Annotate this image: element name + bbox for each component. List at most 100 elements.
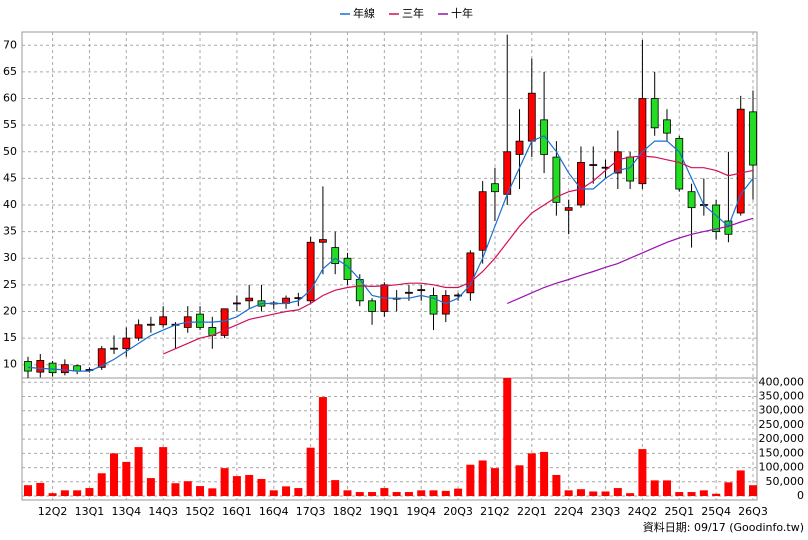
x-tick-label: 23Q3 xyxy=(591,505,621,518)
candle-body xyxy=(527,92,536,142)
candle-body xyxy=(97,348,106,368)
y2-tick-label: 50,000 xyxy=(766,475,805,488)
volume-bar xyxy=(478,460,487,497)
y-tick-label: 20 xyxy=(3,304,17,317)
volume-bar xyxy=(48,493,57,497)
y-tick-label: 35 xyxy=(3,225,17,238)
volume-bar xyxy=(601,491,610,497)
y-tick-label: 55 xyxy=(3,118,17,131)
volume-bar xyxy=(564,490,573,497)
volume-bar xyxy=(540,451,549,497)
candle-body xyxy=(564,207,573,211)
volume-bar xyxy=(355,492,364,497)
candle-body xyxy=(245,297,254,302)
candle-body xyxy=(146,323,155,326)
volume-bar xyxy=(699,490,708,497)
x-tick-label: 17Q3 xyxy=(296,505,326,518)
volume-bar xyxy=(503,378,512,497)
volume-bar xyxy=(110,453,119,497)
volume-bar xyxy=(466,464,475,497)
volume-bar xyxy=(171,483,180,497)
x-tick-label: 14Q3 xyxy=(148,505,178,518)
candle-body xyxy=(638,98,647,185)
volume-bar xyxy=(576,489,585,497)
candle-body xyxy=(491,183,499,193)
x-tick-label: 12Q2 xyxy=(38,505,68,518)
x-tick-label: 24Q2 xyxy=(628,505,658,518)
y-tick-label: 40 xyxy=(3,198,17,211)
x-tick-label: 22Q4 xyxy=(554,505,584,518)
volume-bar xyxy=(245,474,254,497)
y-tick-label: 30 xyxy=(3,251,17,264)
volume-bar xyxy=(749,485,757,497)
candle-body xyxy=(319,239,327,243)
candle-body xyxy=(405,291,413,294)
volume-bar xyxy=(122,461,131,497)
y-tick-label: 15 xyxy=(3,331,17,344)
x-tick-label: 20Q3 xyxy=(443,505,473,518)
candle-body xyxy=(306,241,315,302)
y2-tick-label: 200,000 xyxy=(759,432,805,445)
candle-body xyxy=(724,220,733,235)
candle-body xyxy=(441,295,450,315)
volume-bar xyxy=(331,480,340,497)
x-tick-label: 16Q4 xyxy=(259,505,289,518)
candle-body xyxy=(36,360,45,373)
volume-bar xyxy=(662,480,671,497)
candle-body xyxy=(466,252,475,294)
volume-bar xyxy=(527,453,536,497)
volume-bar xyxy=(208,488,217,497)
candle-body xyxy=(663,119,671,134)
volume-bar xyxy=(159,447,168,497)
candle-body xyxy=(134,324,143,339)
legend-label: 十年 xyxy=(451,6,473,20)
candle-body xyxy=(577,162,585,206)
volume-bar xyxy=(343,490,352,497)
volume-bar xyxy=(724,482,733,497)
candle-body xyxy=(24,361,32,372)
candle-body xyxy=(749,111,757,166)
candle-body xyxy=(368,300,376,312)
legend-label: 年線 xyxy=(353,6,375,20)
volume-bar xyxy=(552,474,561,497)
volume-bar xyxy=(85,488,94,497)
y2-tick-label: 0 xyxy=(797,489,804,502)
candle-body xyxy=(626,156,635,182)
y-tick-label: 65 xyxy=(3,65,17,78)
candle-body xyxy=(196,313,204,328)
volume-bar xyxy=(196,486,205,497)
volume-bar xyxy=(257,478,266,497)
volume-bar xyxy=(134,447,143,497)
volume-bar xyxy=(712,493,721,497)
x-tick-label: 25Q4 xyxy=(701,505,731,518)
ma-line xyxy=(506,217,754,305)
volume-bar xyxy=(687,492,696,497)
volume-bar xyxy=(626,493,635,497)
volume-bar xyxy=(73,490,82,497)
volume-bar xyxy=(97,473,106,497)
y-tick-label: 60 xyxy=(3,92,17,105)
candle-body xyxy=(552,156,561,203)
volume-bar xyxy=(232,476,241,497)
volume-bar xyxy=(294,488,303,497)
volume-bar xyxy=(392,492,401,497)
volume-bar xyxy=(404,492,413,497)
candle-body xyxy=(159,316,168,326)
legend-label: 三年 xyxy=(402,6,424,20)
candle-body xyxy=(478,191,487,251)
y2-tick-label: 100,000 xyxy=(759,461,805,474)
candle-body xyxy=(122,337,131,350)
volume-bar xyxy=(417,490,426,497)
x-tick-label: 26Q3 xyxy=(738,505,768,518)
volume-bar xyxy=(36,482,45,497)
x-tick-label: 19Q1 xyxy=(370,505,400,518)
x-tick-label: 13Q4 xyxy=(111,505,141,518)
volume-bar xyxy=(515,465,524,497)
volume-bar xyxy=(441,490,450,497)
y-tick-label: 45 xyxy=(3,171,17,184)
y-tick-label: 50 xyxy=(3,145,17,158)
x-tick-label: 25Q1 xyxy=(664,505,694,518)
volume-bar xyxy=(282,486,291,497)
volume-bar xyxy=(380,488,389,497)
